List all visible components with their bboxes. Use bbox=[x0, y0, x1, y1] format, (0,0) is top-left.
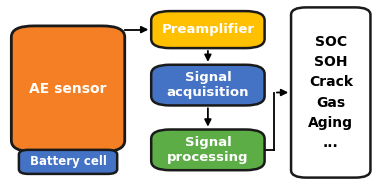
Text: Signal
processing: Signal processing bbox=[167, 136, 249, 164]
Text: Preamplifier: Preamplifier bbox=[161, 23, 254, 36]
Text: Signal
acquisition: Signal acquisition bbox=[167, 71, 249, 99]
Text: Battery cell: Battery cell bbox=[29, 155, 107, 168]
FancyBboxPatch shape bbox=[151, 11, 265, 48]
Text: SOC
SOH
Crack
Gas
Aging
...: SOC SOH Crack Gas Aging ... bbox=[308, 35, 353, 150]
FancyBboxPatch shape bbox=[19, 150, 117, 174]
Text: AE sensor: AE sensor bbox=[29, 82, 107, 96]
FancyBboxPatch shape bbox=[151, 130, 265, 170]
FancyBboxPatch shape bbox=[11, 26, 125, 152]
FancyBboxPatch shape bbox=[291, 7, 370, 178]
FancyBboxPatch shape bbox=[151, 65, 265, 105]
